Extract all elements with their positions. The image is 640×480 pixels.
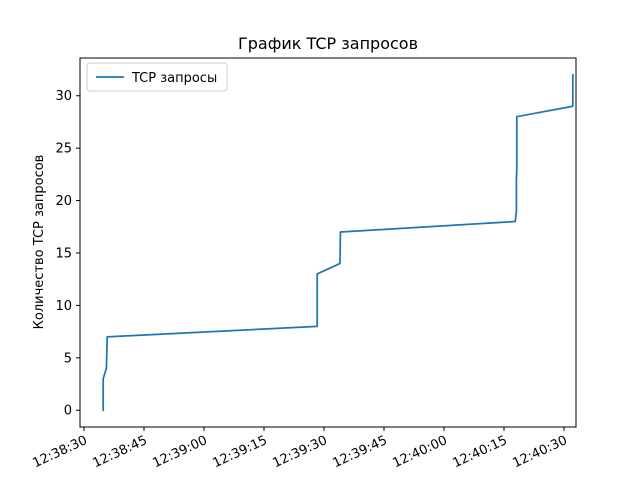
y-tick-label-3: 15 [55, 246, 72, 261]
y-axis-label: Количество TCP запросов [32, 155, 47, 330]
y-tick-label-4: 20 [55, 194, 72, 209]
series-line-0 [102, 73, 574, 412]
legend-frame [86, 62, 228, 92]
y-tick-label-6: 30 [55, 89, 72, 104]
y-tick-label-2: 10 [55, 299, 72, 314]
y-tick-label-0: 0 [64, 404, 72, 419]
plot-frame [79, 57, 577, 428]
chart-title: График TCP запросов [238, 34, 418, 53]
legend-label: TCP запросы [131, 71, 217, 86]
legend: TCP запросы [86, 62, 228, 92]
y-tick-label-1: 5 [64, 351, 72, 366]
y-tick-label-5: 25 [55, 142, 72, 157]
